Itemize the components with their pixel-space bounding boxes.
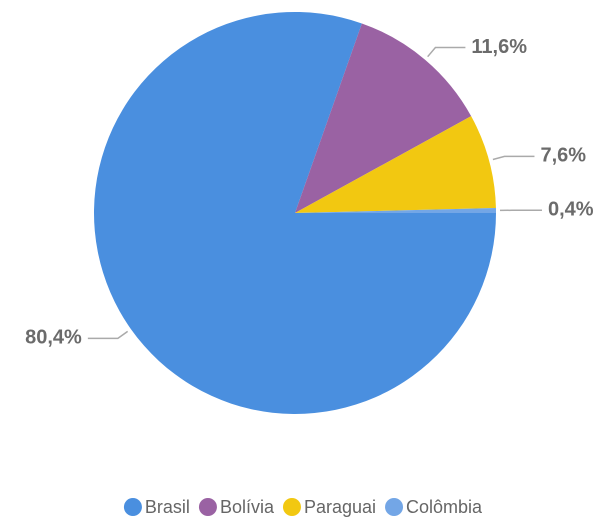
data-label: 0,4% — [548, 199, 594, 221]
legend-label: Colômbia — [406, 497, 483, 517]
legend-marker — [385, 498, 404, 516]
pie-slice — [295, 23, 472, 213]
leader-line — [492, 155, 535, 161]
legend-label: Brasil — [145, 497, 190, 517]
data-label: 80,4% — [25, 327, 82, 349]
data-label: 7,6% — [540, 145, 586, 167]
legend-label: Paraguai — [304, 497, 376, 517]
pie-slice — [295, 207, 496, 213]
pie-slice — [93, 11, 496, 414]
legend-marker — [282, 498, 301, 516]
legend-label: Bolívia — [220, 497, 275, 517]
pie-slice — [295, 116, 496, 213]
legend-marker — [123, 498, 142, 516]
leader-line — [87, 330, 129, 340]
legend-marker — [198, 498, 217, 516]
leader-line — [427, 46, 466, 58]
data-label: 11,6% — [471, 36, 527, 58]
